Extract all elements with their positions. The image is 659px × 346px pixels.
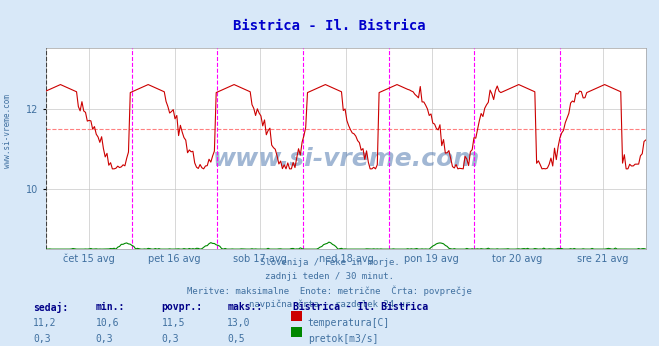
Text: Bistrica - Il. Bistrica: Bistrica - Il. Bistrica [233, 19, 426, 33]
Text: 11,5: 11,5 [161, 318, 185, 328]
Text: 10,6: 10,6 [96, 318, 119, 328]
Text: sedaj:: sedaj: [33, 302, 68, 313]
Text: maks.:: maks.: [227, 302, 262, 312]
Text: Meritve: maksimalne  Enote: metrične  Črta: povprečje: Meritve: maksimalne Enote: metrične Črta… [187, 285, 472, 296]
Text: pretok[m3/s]: pretok[m3/s] [308, 334, 378, 344]
Text: Slovenija / reke in morje.: Slovenija / reke in morje. [260, 258, 399, 267]
Text: www.si-vreme.com: www.si-vreme.com [212, 147, 480, 171]
Text: 13,0: 13,0 [227, 318, 251, 328]
Text: 0,3: 0,3 [33, 334, 51, 344]
Text: temperatura[C]: temperatura[C] [308, 318, 390, 328]
Text: zadnji teden / 30 minut.: zadnji teden / 30 minut. [265, 272, 394, 281]
Text: Bistrica - Il. Bistrica: Bistrica - Il. Bistrica [293, 302, 428, 312]
Text: 0,5: 0,5 [227, 334, 245, 344]
Text: povpr.:: povpr.: [161, 302, 202, 312]
Text: 0,3: 0,3 [161, 334, 179, 344]
Text: www.si-vreme.com: www.si-vreme.com [3, 94, 13, 169]
Text: 11,2: 11,2 [33, 318, 57, 328]
Text: 0,3: 0,3 [96, 334, 113, 344]
Text: navpična črta - razdelek 24 ur: navpična črta - razdelek 24 ur [249, 299, 410, 309]
Text: min.:: min.: [96, 302, 125, 312]
